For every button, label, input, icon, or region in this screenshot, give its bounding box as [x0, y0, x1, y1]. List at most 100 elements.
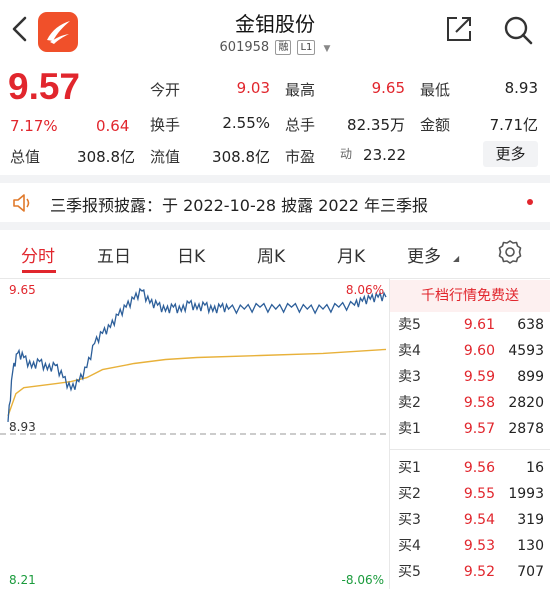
volume-value: 82.35万 [347, 116, 405, 134]
ask-volume: 4593 [508, 343, 544, 359]
bid-row[interactable]: 买2 9.55 1993 [390, 481, 550, 507]
app-logo [38, 12, 78, 52]
stock-code-row[interactable]: 601958 融 L1 ▼ [0, 40, 550, 55]
change-percent: 7.17% [10, 117, 58, 135]
ask-row[interactable]: 卖1 9.57 2878 [390, 416, 550, 442]
ask-row[interactable]: 卖2 9.58 2820 [390, 390, 550, 416]
speaker-icon [13, 194, 30, 212]
ask-price: 9.59 [463, 369, 495, 385]
ask-volume: 2820 [508, 395, 544, 411]
unread-dot [527, 199, 533, 205]
ask-volume: 899 [517, 369, 544, 385]
ask-volume: 638 [517, 317, 544, 333]
float-cap-value: 308.8亿 [212, 148, 270, 166]
open-label: 今开 [150, 81, 181, 99]
ask-level-label: 卖3 [398, 369, 421, 385]
amount-value: 7.71亿 [489, 116, 538, 134]
y-baseline-label: 8.93 [9, 420, 36, 434]
ask-row[interactable]: 卖4 9.60 4593 [390, 338, 550, 364]
amount-label: 金额 [420, 116, 451, 134]
average-price-line [7, 348, 387, 417]
ask-price: 9.58 [463, 395, 495, 411]
level2-promo-banner[interactable]: 千档行情免费送 [390, 280, 550, 312]
pe-value: 23.22 [363, 146, 406, 164]
bid-price: 9.53 [463, 538, 495, 554]
order-book-mid-divider [390, 449, 550, 450]
bid-level-label: 买1 [398, 460, 421, 476]
back-arrow-icon[interactable] [8, 14, 32, 44]
intraday-chart[interactable]: 9.65 8.93 8.21 8.06% -8.06% [0, 279, 390, 589]
pe-label: 市盈 [285, 148, 316, 166]
chevron-down-icon[interactable]: ▼ [323, 44, 331, 54]
pct-top-label: 8.06% [346, 283, 384, 297]
tab-daily-k[interactable]: 日K [177, 247, 206, 267]
bid-level-label: 买4 [398, 538, 421, 554]
more-button[interactable]: 更多 [483, 141, 538, 167]
tab-weekly-k[interactable]: 周K [257, 247, 286, 267]
order-book-divider [389, 279, 390, 589]
change-amount: 0.64 [96, 117, 130, 135]
bid-row[interactable]: 买5 9.52 707 [390, 559, 550, 585]
ask-level-label: 卖1 [398, 421, 421, 437]
ask-level-label: 卖5 [398, 317, 421, 333]
margin-tag: 融 [275, 40, 292, 55]
y-bottom-label: 8.21 [9, 573, 36, 587]
ask-row[interactable]: 卖3 9.59 899 [390, 364, 550, 390]
bid-volume: 130 [517, 538, 544, 554]
bid-level-label: 买2 [398, 486, 421, 502]
bid-level-label: 买5 [398, 564, 421, 580]
total-cap-label: 总值 [10, 148, 41, 166]
bid-row[interactable]: 买3 9.54 319 [390, 507, 550, 533]
high-value: 9.65 [371, 79, 405, 97]
bid-volume: 707 [517, 564, 544, 580]
open-value: 9.03 [236, 79, 270, 97]
notice-text[interactable]: 三季报预披露：于 2022-10-28 披露 2022 年三季报 [50, 196, 429, 215]
bid-volume: 16 [526, 460, 544, 476]
stock-name: 金钼股份 [235, 12, 315, 36]
tab-five-day[interactable]: 五日 [97, 247, 131, 267]
low-value: 8.93 [504, 79, 538, 97]
search-icon[interactable] [502, 14, 534, 46]
total-cap-value: 308.8亿 [77, 148, 135, 166]
current-price: 9.57 [8, 66, 81, 107]
float-cap-label: 流值 [150, 148, 181, 166]
section-divider [0, 222, 550, 230]
bid-price: 9.52 [463, 564, 495, 580]
tab-more-triangle-icon: ◢ [453, 254, 460, 263]
ask-volume: 2878 [508, 421, 544, 437]
tab-more[interactable]: 更多 [407, 247, 441, 267]
ask-level-label: 卖2 [398, 395, 421, 411]
tab-monthly-k[interactable]: 月K [337, 247, 366, 267]
section-divider [0, 175, 550, 183]
share-icon[interactable] [444, 14, 474, 44]
stock-code: 601958 [219, 40, 270, 55]
active-tab-indicator [22, 270, 56, 273]
y-top-label: 9.65 [9, 283, 36, 297]
tab-intraday[interactable]: 分时 [21, 247, 55, 267]
ask-price: 9.57 [463, 421, 495, 437]
ask-row[interactable]: 卖5 9.61 638 [390, 312, 550, 338]
bid-level-label: 买3 [398, 512, 421, 528]
logo-swoosh-icon [47, 21, 70, 44]
ask-level-label: 卖4 [398, 343, 421, 359]
turnover-rate-value: 2.55% [222, 114, 270, 132]
high-label: 最高 [285, 81, 316, 99]
ask-price: 9.61 [463, 317, 495, 333]
bid-volume: 319 [517, 512, 544, 528]
ask-price: 9.60 [463, 343, 495, 359]
bid-volume: 1993 [508, 486, 544, 502]
gear-icon[interactable] [497, 239, 523, 265]
turnover-rate-label: 换手 [150, 116, 181, 134]
bid-price: 9.56 [463, 460, 495, 476]
bid-row[interactable]: 买1 9.56 16 [390, 455, 550, 481]
bid-price: 9.55 [463, 486, 495, 502]
volume-label: 总手 [285, 116, 316, 134]
level-tag: L1 [297, 40, 316, 55]
bid-row[interactable]: 买4 9.53 130 [390, 533, 550, 559]
price-line [7, 287, 387, 422]
bid-price: 9.54 [463, 512, 495, 528]
pct-bottom-label: -8.06% [342, 573, 384, 587]
pe-dynamic-tag: 动 [340, 147, 353, 161]
tabs-divider [0, 278, 550, 279]
low-label: 最低 [420, 81, 451, 99]
